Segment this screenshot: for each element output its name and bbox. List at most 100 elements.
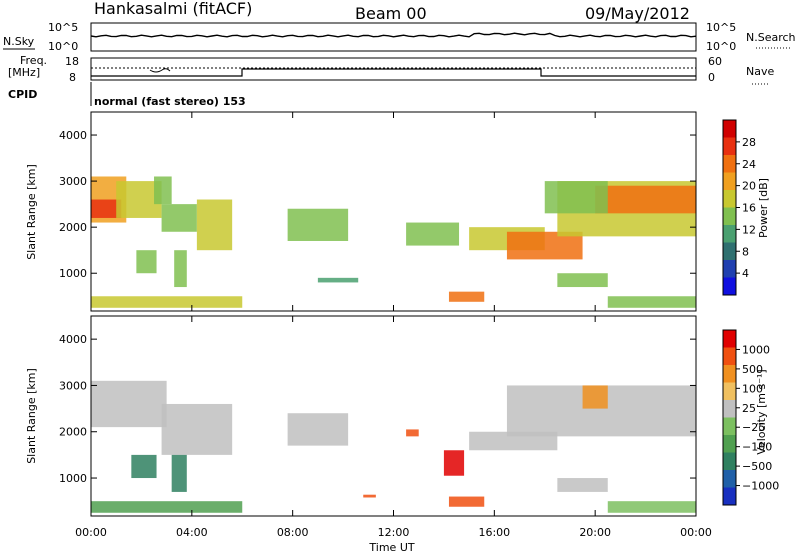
colorbar-tick-label: 100 xyxy=(742,382,763,395)
x-tick-label: 00:00 xyxy=(680,526,712,539)
colorbar-swatch xyxy=(723,225,736,243)
colorbar-swatch xyxy=(723,365,736,383)
x-tick-label: 04:00 xyxy=(176,526,208,539)
colorbar-swatch xyxy=(723,470,736,488)
velocity-y-axis: 1000 2000 3000 4000 xyxy=(59,333,696,485)
echo-region xyxy=(607,501,696,513)
date-title: 09/May/2012 xyxy=(585,4,690,23)
colorbar-swatch xyxy=(723,155,736,173)
colorbar-frame xyxy=(722,329,737,506)
colorbar-swatch xyxy=(723,330,736,348)
echo-region xyxy=(448,496,485,507)
echo-region xyxy=(154,176,172,205)
echo-region xyxy=(196,199,233,251)
nave-tick-top: 60 xyxy=(708,55,722,68)
colorbar-swatch xyxy=(723,190,736,208)
noise-left-tick-top: 10^5 xyxy=(48,21,78,34)
echo-region xyxy=(287,208,349,241)
velocity-ylabel: Slant Range [km] xyxy=(25,368,38,464)
noise-panel-frame xyxy=(90,22,697,52)
colorbar-tick-label: 24 xyxy=(742,158,756,171)
y-tick-label: 4000 xyxy=(59,129,87,142)
x-tick-label: 16:00 xyxy=(478,526,510,539)
x-tick-label: 12:00 xyxy=(378,526,410,539)
power-echo-regions xyxy=(91,176,696,308)
echo-region xyxy=(595,185,696,214)
power-colorbar-label: Power [dB] xyxy=(757,178,770,238)
colorbar-swatch xyxy=(723,207,736,226)
echo-region xyxy=(363,494,376,498)
freq-tick-top: 18 xyxy=(65,55,79,68)
power-y-axis: 1000 2000 3000 4000 xyxy=(59,129,696,280)
colorbar-swatch xyxy=(723,172,736,191)
power-panel: 1000 2000 3000 4000 Slant Range [km] 28 24 20… xyxy=(25,111,770,312)
nave-label: Nave xyxy=(746,65,774,78)
echo-region xyxy=(131,454,157,479)
echo-region xyxy=(91,199,122,218)
colorbar-tick-label: −500 xyxy=(742,460,772,473)
velocity-echo-regions xyxy=(91,380,696,513)
echo-region xyxy=(443,450,465,476)
nave-tick-bottom: 0 xyxy=(708,71,715,84)
y-tick-label: 2000 xyxy=(59,426,87,439)
y-tick-label: 2000 xyxy=(59,221,87,234)
cpid-label: CPID xyxy=(8,88,37,101)
x-tick-label: 00:00 xyxy=(75,526,107,539)
colorbar-swatch xyxy=(723,260,736,278)
freq-tick-bottom: 8 xyxy=(69,71,76,84)
time-xlabel: Time UT xyxy=(368,541,414,554)
echo-region xyxy=(161,403,233,455)
echo-region xyxy=(557,273,608,288)
freq-panel: Freq. [MHz] 18 8 60 0 Nave CPID normal (… xyxy=(8,54,774,108)
colorbar-tick-label: 1000 xyxy=(742,343,770,356)
noise-right-tick-top: 10^5 xyxy=(706,21,736,34)
beam-title: Beam 00 xyxy=(355,4,427,23)
echo-region xyxy=(557,478,608,492)
x-tick-label: 08:00 xyxy=(277,526,309,539)
nsearch-label: N.Search xyxy=(746,31,796,44)
site-title: Hankasalmi (fitACF) xyxy=(94,0,252,18)
colorbar-tick-label: −1000 xyxy=(742,480,779,493)
colorbar-swatch xyxy=(723,137,736,156)
nsky-label: N.Sky xyxy=(3,35,35,48)
echo-region xyxy=(544,181,608,214)
colorbar-swatch xyxy=(723,417,736,436)
colorbar-swatch xyxy=(723,487,736,506)
noise-left-tick-bottom: 10^0 xyxy=(48,40,78,53)
echo-region xyxy=(161,204,197,232)
echo-region xyxy=(607,296,696,308)
x-tick-label: 20:00 xyxy=(579,526,611,539)
freq-wiggle xyxy=(149,68,171,73)
colorbar-tick-label: 12 xyxy=(742,223,756,236)
echo-region xyxy=(406,429,419,437)
colorbar-swatch xyxy=(723,347,736,366)
noise-right-tick-bottom: 10^0 xyxy=(706,40,736,53)
colorbar-tick-label: 20 xyxy=(742,180,756,193)
colorbar-tick-label: 4 xyxy=(742,267,749,280)
echo-region xyxy=(171,454,187,492)
mode-text: normal (fast stereo) 153 xyxy=(94,95,246,108)
colorbar-tick-label: −100 xyxy=(742,441,772,454)
colorbar-swatch xyxy=(723,382,736,401)
velocity-colorbar-label: Velocity [m s⁻¹] xyxy=(755,369,768,454)
noise-panel: N.Sky 10^5 10^0 10^5 10^0 N.Search xyxy=(3,21,796,53)
colorbar-swatch xyxy=(723,435,736,453)
y-tick-label: 1000 xyxy=(59,472,87,485)
nsky-series-line xyxy=(90,32,697,38)
echo-region xyxy=(91,380,167,428)
echo-region xyxy=(287,413,349,446)
y-tick-label: 1000 xyxy=(59,267,87,280)
power-ylabel: Slant Range [km] xyxy=(25,164,38,260)
colorbar-tick-label: −25 xyxy=(742,421,765,434)
echo-region xyxy=(136,250,157,274)
freq-label: Freq. xyxy=(20,54,47,67)
colorbar-swatch xyxy=(723,400,736,418)
echo-region xyxy=(406,222,460,246)
echo-region xyxy=(582,385,608,409)
echo-region xyxy=(91,296,243,308)
freq-series-line xyxy=(91,68,696,77)
echo-region xyxy=(448,291,485,302)
colorbar-swatch xyxy=(723,242,736,261)
velocity-colorbar: 1000 500 100 25 −25 −100 −500 −1000 xyxy=(722,329,779,506)
